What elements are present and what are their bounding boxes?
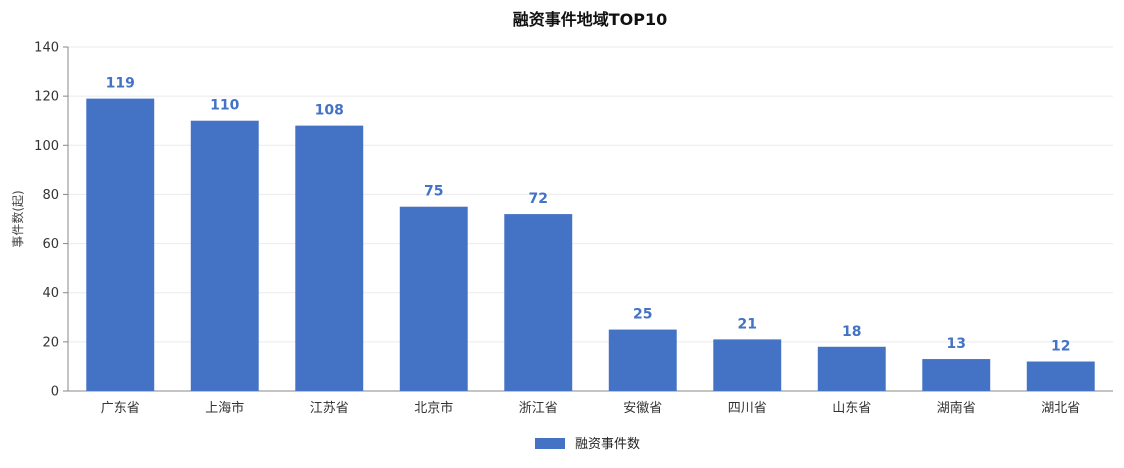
data-label: 75	[424, 184, 443, 200]
data-label: 110	[210, 98, 239, 114]
legend[interactable]: 融资事件数	[535, 437, 640, 452]
x-tick-label: 北京市	[414, 400, 453, 416]
bar[interactable]	[713, 339, 782, 391]
bar[interactable]	[504, 214, 573, 391]
data-label: 21	[738, 316, 757, 332]
x-tick-label: 浙江省	[519, 401, 558, 416]
data-label: 119	[106, 76, 135, 92]
x-tick-label: 湖南省	[937, 400, 976, 416]
bar[interactable]	[817, 346, 886, 391]
chart-title: 融资事件地域TOP10	[513, 10, 668, 29]
y-tick-label: 40	[42, 286, 59, 301]
bar[interactable]	[295, 125, 364, 391]
y-axis: 0 20 40 60 80 100 120 140	[34, 41, 69, 400]
y-tick-label: 0	[51, 385, 59, 400]
data-label: 72	[529, 191, 548, 207]
legend-label: 融资事件数	[575, 437, 640, 452]
y-tick-label: 60	[42, 237, 59, 252]
y-tick-label: 100	[34, 139, 59, 154]
data-label: 13	[947, 336, 966, 352]
x-tick-label: 安徽省	[623, 401, 662, 416]
bars	[86, 98, 1095, 391]
bar[interactable]	[1026, 361, 1095, 391]
data-label: 12	[1051, 339, 1070, 355]
x-tick-label: 江苏省	[310, 400, 349, 416]
y-tick-label: 120	[34, 90, 59, 105]
y-tick-label: 140	[34, 41, 59, 56]
y-tick-label: 20	[42, 335, 59, 350]
x-tick-label: 广东省	[101, 401, 140, 416]
x-axis: 广东省 上海市 江苏省 北京市 浙江省 安徽省 四川省 山东省 湖南省 湖北省	[68, 390, 1113, 416]
x-tick-label: 上海市	[205, 400, 244, 416]
bar[interactable]	[399, 206, 468, 391]
y-axis-label: 事件数(起)	[10, 190, 25, 247]
bar[interactable]	[608, 329, 677, 391]
data-labels: 119 110 108 75 72 25 21 18 13 12	[106, 76, 1071, 355]
data-label: 108	[315, 103, 344, 119]
y-tick-label: 80	[42, 188, 59, 203]
data-label: 18	[842, 324, 861, 340]
x-tick-label: 湖北省	[1041, 401, 1080, 416]
bar[interactable]	[922, 359, 991, 391]
bar[interactable]	[86, 98, 155, 391]
x-tick-label: 四川省	[728, 401, 767, 416]
data-label: 25	[633, 307, 652, 323]
x-tick-label: 山东省	[832, 401, 871, 416]
bar[interactable]	[190, 120, 259, 391]
legend-swatch	[535, 438, 565, 449]
